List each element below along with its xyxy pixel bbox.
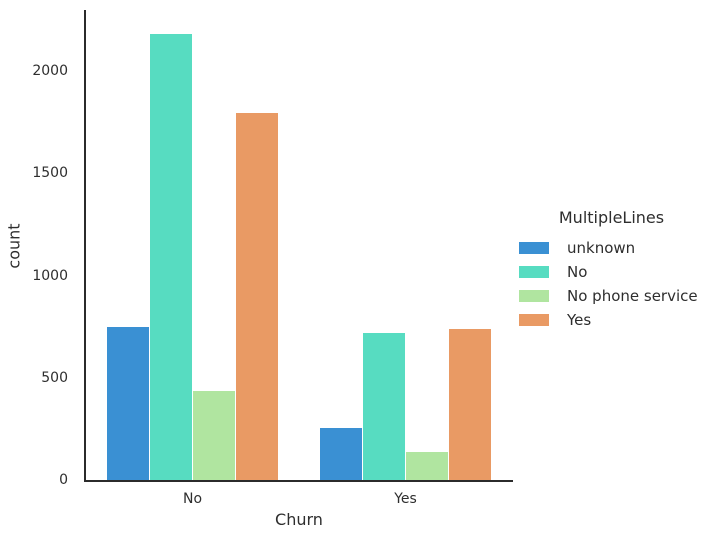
legend-swatch-icon [519, 242, 549, 254]
legend-label: No phone service [567, 287, 698, 305]
legend-label: Yes [567, 311, 592, 329]
legend-label: No [567, 263, 588, 281]
legend-swatch-icon [519, 314, 549, 326]
legend-swatch-icon [519, 266, 549, 278]
legend-swatch-icon [519, 290, 549, 302]
x-axis-label: Churn [275, 510, 323, 529]
bar-no-yes [235, 113, 278, 480]
legend-row-yes: Yes [519, 308, 704, 332]
y-axis-label: count [4, 223, 24, 269]
y-axis-spine [84, 10, 86, 482]
bar-yes-no-phone-service [405, 452, 448, 480]
bar-yes-yes [448, 328, 491, 480]
x-tick-label-yes: Yes [394, 491, 417, 507]
bar-group-no [107, 10, 278, 480]
legend: MultipleLines unknown No No phone service Y… [519, 208, 704, 332]
y-tick-label-500: 500 [41, 369, 68, 386]
bar-yes-unknown [320, 427, 363, 480]
bar-no-no [150, 33, 192, 480]
bar-no-no-phone-service [192, 391, 235, 480]
y-tick-label-1000: 1000 [32, 267, 68, 284]
bar-yes-no [363, 332, 405, 480]
y-tick-label-2000: 2000 [32, 63, 68, 80]
x-tick-label-no: No [182, 491, 203, 507]
legend-row-no-phone-service: No phone service [519, 284, 704, 308]
plot-area [86, 10, 512, 480]
legend-row-unknown: unknown [519, 236, 704, 260]
x-axis-spine [84, 480, 513, 482]
legend-title: MultipleLines [558, 208, 665, 227]
bar-group-yes [320, 10, 491, 480]
y-tick-label-1500: 1500 [32, 165, 68, 182]
legend-row-no: No [519, 260, 704, 284]
bar-no-unknown [107, 326, 150, 480]
legend-rows: unknown No No phone service Yes [519, 236, 704, 332]
y-tick-label-0: 0 [59, 472, 68, 488]
legend-label: unknown [567, 239, 636, 257]
